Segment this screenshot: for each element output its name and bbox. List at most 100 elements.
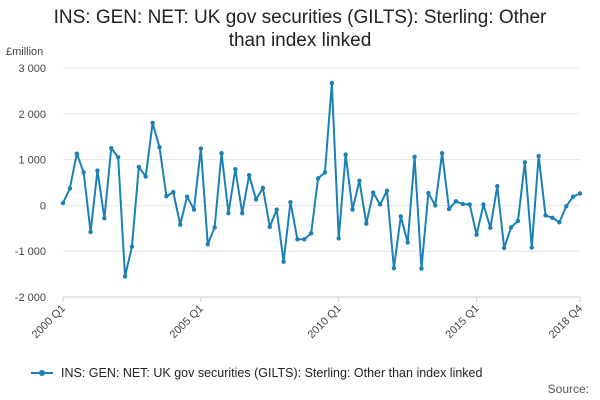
data-point [295,237,300,242]
x-tick-label: 2010 Q1 [306,303,344,341]
data-point [419,266,424,271]
data-point [115,155,121,160]
data-point [481,202,486,207]
data-point [364,221,369,226]
data-point [543,213,548,218]
data-point [198,146,204,151]
legend: INS: GEN: NET: UK gov securities (GILTS)… [31,366,483,380]
x-tick-label: 2005 Q1 [168,303,206,341]
data-point [515,218,521,224]
x-tick-label: 2015 Q1 [443,303,481,341]
data-point [281,259,286,264]
grid-lines [63,67,580,252]
series-line [62,82,581,278]
data-point [274,207,279,212]
y-tick-label: 3 000 [18,63,46,75]
data-point [129,244,135,249]
data-point [474,232,479,237]
data-point [240,210,245,216]
data-point [205,242,210,247]
data-point [136,164,142,170]
chart-title: INS: GEN: NET: UK gov securities (GILTS)… [0,6,600,52]
data-point [501,245,507,251]
data-point [371,190,376,195]
data-point [184,194,190,199]
y-tick-label: -1 000 [15,246,46,258]
y-unit-label: £million [6,46,43,58]
data-point [329,80,335,86]
data-point [446,206,452,212]
data-point [564,204,569,209]
data-point [246,172,252,178]
data-point [109,145,114,151]
data-point [157,145,162,150]
data-point [219,150,224,156]
data-point [577,191,583,196]
data-point [529,245,534,250]
data-point [495,183,500,189]
x-tick-label: 2000 Q1 [30,303,68,341]
y-tick-label: 1 000 [18,155,46,167]
data-point [233,167,238,172]
data-point [405,240,410,245]
data-point [508,225,514,230]
x-tick-label: 2018 Q4 [547,303,585,341]
data-point [336,236,341,241]
data-point [102,216,107,221]
series [60,80,583,279]
y-tick-labels: 3 000 2 000 1 000 0 -1 000 -2 000 [15,63,46,304]
data-point [88,229,93,235]
data-point [460,201,466,207]
data-point [350,207,355,212]
data-point [453,199,459,204]
data-point [384,188,390,193]
legend-series-label: INS: GEN: NET: UK gov securities (GILTS)… [61,366,483,380]
chart-title-line-2: than index linked [228,30,372,51]
data-point [439,150,445,156]
data-point [377,202,383,207]
data-point [391,265,397,271]
data-point [212,225,217,230]
data-point [67,186,73,191]
data-point [253,197,259,202]
data-point [570,194,576,199]
data-point [177,222,183,227]
data-point [288,199,293,205]
data-point [550,215,555,220]
data-point [398,214,403,219]
data-point [343,152,348,157]
axes [62,296,581,302]
data-point [322,170,328,175]
y-tick-label: 2 000 [18,109,46,121]
data-point [433,203,438,208]
data-point [308,231,314,236]
data-point [60,200,66,206]
data-point [357,178,362,183]
data-point [226,210,231,216]
data-point [522,160,528,165]
chart-title-line-1: INS: GEN: NET: UK gov securities (GILTS)… [53,7,547,28]
x-tick-labels: 2000 Q1 2005 Q1 2010 Q1 2015 Q1 2018 Q4 [30,303,585,341]
data-point [412,154,417,160]
data-point [122,274,128,279]
data-point [557,220,562,225]
data-point [74,151,79,156]
data-point [302,237,307,242]
data-point [488,225,493,231]
y-tick-label: 0 [40,200,46,212]
source-label: Source: [548,382,589,396]
legend-dot-marker [39,370,45,376]
y-tick-label: -2 000 [15,292,46,304]
data-point [171,189,176,195]
data-point [95,168,100,173]
data-point [150,120,155,126]
data-point [426,190,431,196]
data-point [315,176,321,181]
data-point [143,174,148,179]
data-point [260,185,266,191]
data-point [536,153,541,159]
data-point [467,202,472,207]
data-point [267,224,272,230]
data-point [191,207,197,212]
